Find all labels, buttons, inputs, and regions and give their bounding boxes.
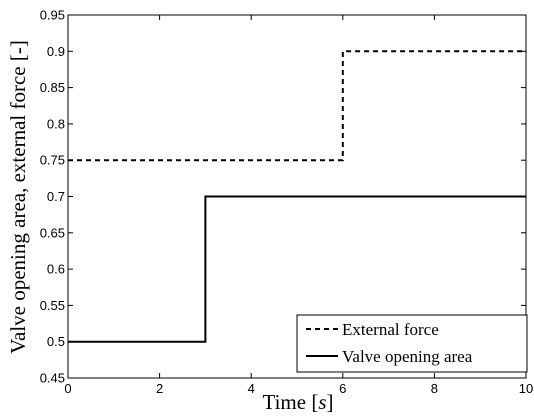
y-tick-label: 0.95 (40, 8, 65, 23)
y-tick-label: 0.8 (47, 116, 65, 131)
y-tick-label: 0.5 (47, 334, 65, 349)
y-tick-label: 0.9 (47, 44, 65, 59)
series-line-0 (68, 50, 526, 162)
x-tick-label: 0 (64, 381, 71, 396)
x-tick-label: 6 (339, 381, 346, 396)
y-tick-label: 0.65 (40, 225, 65, 240)
x-axis-label: Time [s] (262, 390, 333, 414)
x-axis-label-suffix: ] (327, 390, 334, 414)
y-tick-label: 0.55 (40, 298, 65, 313)
x-tick-label: 4 (248, 381, 255, 396)
y-tick-label: 0.45 (40, 371, 65, 386)
x-tick-label: 10 (519, 381, 533, 396)
legend-box (296, 314, 528, 373)
y-axis-label: Valve opening area, external force [-] (6, 40, 30, 354)
series-line-1 (68, 195, 526, 343)
legend: External force Valve opening area (296, 314, 528, 373)
x-axis-label-prefix: Time [ (262, 390, 318, 414)
y-tick-label: 0.6 (47, 262, 65, 277)
y-tick-label: 0.75 (40, 153, 65, 168)
x-tick-label: 8 (431, 381, 438, 396)
legend-label-external-force: External force (342, 320, 439, 339)
tick-labels-group: 0 2 4 6 8 10 0.45 0.5 0.55 0.6 0.65 0.7 0.75 0.8 0.85 0… (40, 8, 534, 397)
legend-label-valve-opening-area: Valve opening area (342, 347, 473, 366)
series-group (68, 50, 526, 343)
y-tick-label: 0.85 (40, 80, 65, 95)
y-tick-label: 0.7 (47, 189, 65, 204)
x-tick-label: 2 (156, 381, 163, 396)
x-axis-label-var: s (318, 390, 326, 414)
